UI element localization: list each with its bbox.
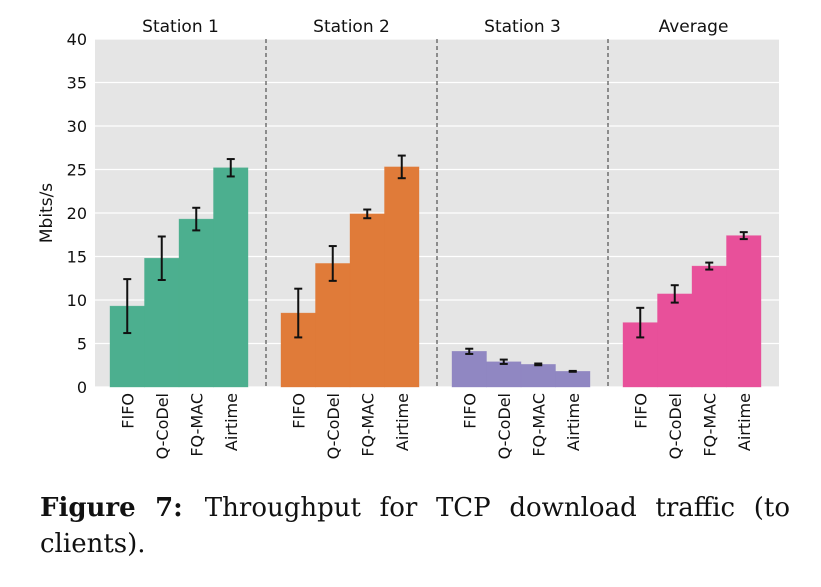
panel-title: Station 1 [142, 17, 219, 37]
x-tick-label: Airtime [735, 393, 754, 451]
x-tick-label: Airtime [222, 393, 241, 451]
bar [486, 361, 522, 388]
y-tick-label: 15 [67, 248, 87, 267]
x-tick-label: FQ-MAC [529, 393, 548, 457]
error-bars-layer [123, 154, 748, 373]
bar [384, 166, 420, 388]
bar [315, 263, 351, 388]
x-tick-label: FIFO [289, 393, 308, 429]
x-tick-label: Q-CoDel [153, 393, 172, 459]
x-tick-label: FIFO [118, 393, 137, 429]
y-tick-label: 20 [67, 204, 87, 223]
bar [657, 293, 693, 388]
bar [451, 351, 487, 388]
bar [520, 364, 556, 388]
x-tick-label: Q-CoDel [324, 393, 343, 459]
y-axis-label: Mbits/s [37, 183, 57, 243]
y-tick-label: 10 [67, 291, 87, 310]
bar [213, 167, 249, 388]
x-tick-label: FIFO [460, 393, 479, 429]
bar [726, 235, 762, 388]
panel-title: Station 2 [313, 17, 390, 37]
y-tick-label: 40 [67, 30, 87, 49]
panel-dividers [265, 39, 609, 387]
x-tick-label: FQ-MAC [358, 393, 377, 457]
panel-title: Station 3 [484, 17, 561, 37]
figure-caption: Figure 7: Throughput for TCP download tra… [40, 490, 790, 562]
x-tick-label: FQ-MAC [187, 393, 206, 457]
bar [349, 213, 385, 388]
y-tick-label: 25 [67, 161, 87, 180]
y-tick-label: 30 [67, 117, 87, 136]
bar [555, 371, 591, 388]
chart: 0 5 10 15 20 25 30 35 40 Station 1 FIFO Q-CoDel FQ-M… [37, 17, 779, 459]
bar [178, 218, 214, 388]
y-tick-label: 0 [77, 378, 87, 397]
x-tick-label: Q-CoDel [666, 393, 685, 459]
x-tick-label: Airtime [564, 393, 583, 451]
x-tick-label: Airtime [393, 393, 412, 451]
bar [691, 265, 727, 388]
x-tick-label: FIFO [631, 393, 650, 429]
labels-layer: 0 5 10 15 20 25 30 35 40 Station 1 FIFO Q-CoDel FQ-M… [67, 17, 754, 459]
caption-text: Throughput for TCP download traffic (to … [40, 493, 791, 559]
x-tick-label: FQ-MAC [700, 393, 719, 457]
x-tick-label: Q-CoDel [495, 393, 514, 459]
figure-label: Figure 7: [40, 493, 183, 523]
y-tick-label: 5 [77, 335, 87, 354]
panel-title: Average [659, 17, 729, 37]
y-tick-label: 35 [67, 74, 87, 93]
